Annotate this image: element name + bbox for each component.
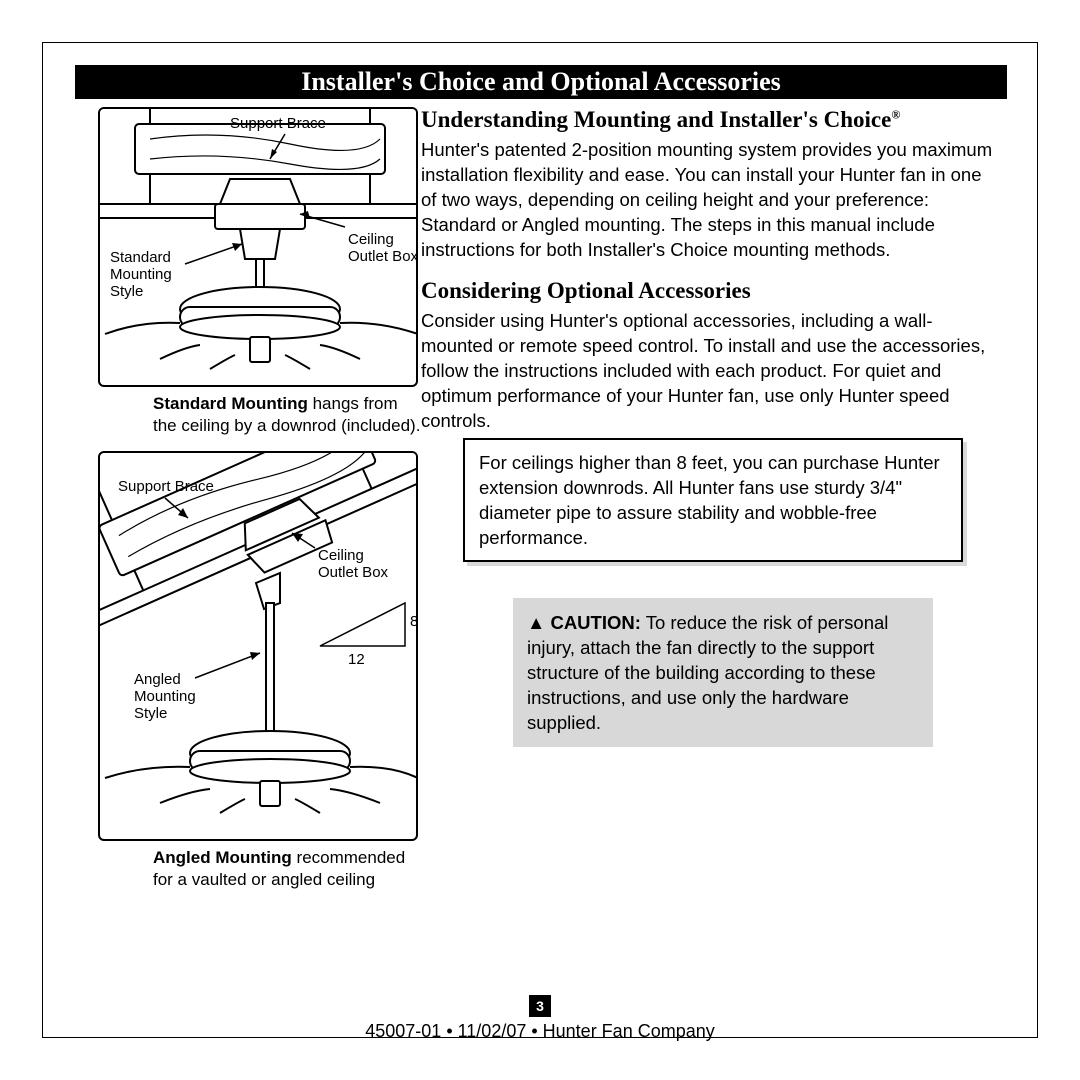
caption-angled-mounting: Angled Mounting recommended for a vaulte… bbox=[153, 847, 423, 891]
caption-bold-2: Angled Mounting bbox=[153, 848, 292, 867]
footer-text: 45007-01 • 11/02/07 • Hunter Fan Company bbox=[43, 1021, 1037, 1042]
diagram-angled-mounting: Support Brace Ceiling Outlet Box Angled … bbox=[98, 451, 418, 841]
label-support-brace-2: Support Brace bbox=[118, 478, 214, 495]
right-column: Understanding Mounting and Installer's C… bbox=[421, 107, 1001, 449]
left-column: Support Brace Ceiling Outlet Box Standar… bbox=[83, 107, 418, 891]
warning-icon: ▲ bbox=[527, 612, 545, 633]
label-ceiling-outlet-box: Ceiling Outlet Box bbox=[348, 231, 418, 265]
label-slope-rise: 8 bbox=[410, 613, 418, 630]
label-support-brace: Support Brace bbox=[230, 115, 326, 132]
label-angled-mounting-style: Angled Mounting Style bbox=[134, 671, 196, 722]
body-considering-accessories: Consider using Hunter's optional accesso… bbox=[421, 308, 1001, 433]
heading-text: Understanding Mounting and Installer's C… bbox=[421, 107, 891, 132]
registered-mark: ® bbox=[891, 107, 900, 121]
label-standard-mounting-style: Standard Mounting Style bbox=[110, 249, 172, 300]
caution-label: CAUTION: bbox=[550, 612, 640, 633]
heading-understanding-mounting: Understanding Mounting and Installer's C… bbox=[421, 107, 1001, 133]
caption-bold: Standard Mounting bbox=[153, 394, 308, 413]
note-downrod-box: For ceilings higher than 8 feet, you can… bbox=[463, 438, 963, 562]
diagram-standard-mounting: Support Brace Ceiling Outlet Box Standar… bbox=[98, 107, 418, 387]
angled-mounting-illustration bbox=[100, 453, 418, 841]
heading-considering-accessories: Considering Optional Accessories bbox=[421, 278, 1001, 304]
caption-standard-mounting: Standard Mounting hangs from the ceiling… bbox=[153, 393, 423, 437]
section-banner: Installer's Choice and Optional Accessor… bbox=[75, 65, 1007, 99]
page-number: 3 bbox=[529, 995, 551, 1017]
label-ceiling-outlet-box-2: Ceiling Outlet Box bbox=[318, 547, 388, 581]
page-frame: Installer's Choice and Optional Accessor… bbox=[42, 42, 1038, 1038]
caution-box: ▲ CAUTION: To reduce the risk of persona… bbox=[513, 598, 933, 747]
body-understanding-mounting: Hunter's patented 2-position mounting sy… bbox=[421, 137, 1001, 262]
label-slope-run: 12 bbox=[348, 651, 365, 668]
